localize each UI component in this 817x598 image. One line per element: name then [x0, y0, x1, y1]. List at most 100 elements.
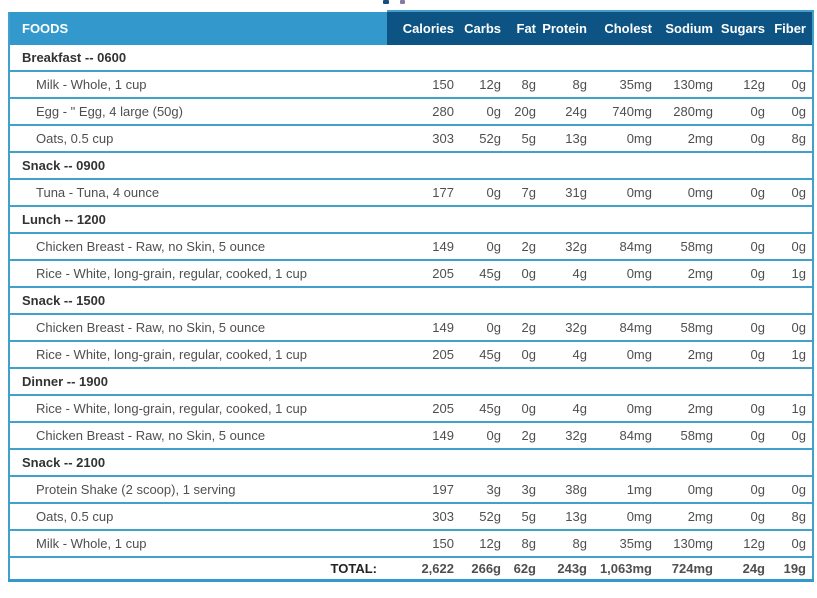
- meal-section-row: Lunch -- 1200: [9, 206, 813, 233]
- table-body: Breakfast -- 0600 Milk - Whole, 1 cup 15…: [9, 45, 813, 557]
- nutrient-value-cell: 0g: [750, 131, 765, 146]
- total-label: TOTAL:: [330, 561, 377, 576]
- nutrient-value-cell: 0g: [791, 239, 806, 254]
- nutrient-value-cell: 205: [432, 401, 454, 416]
- nutrient-value-cell: 1mg: [626, 482, 652, 497]
- nutrient-value-cell: 58mg: [680, 239, 713, 254]
- page-top-margin: [0, 0, 817, 10]
- nutrient-value-cell: 0mg: [626, 509, 652, 524]
- nutrient-value-cell: 2g: [521, 320, 536, 335]
- food-item-name: Protein Shake (2 scoop), 1 serving: [36, 482, 236, 497]
- nutrient-value-cell: 45g: [479, 347, 501, 362]
- column-header-sodium: Sodium: [658, 10, 719, 45]
- nutrient-value-cell: 0g: [521, 401, 536, 416]
- meal-section-row: Dinner -- 1900: [9, 368, 813, 395]
- nutrient-value-cell: 2g: [521, 428, 536, 443]
- food-item-name: Tuna - Tuna, 4 ounce: [36, 185, 160, 200]
- food-item-name: Chicken Breast - Raw, no Skin, 5 ounce: [36, 428, 266, 443]
- nutrient-value-cell: 0g: [750, 320, 765, 335]
- nutrition-table: FOODS Calories Carbs Fat Protein Cholest…: [8, 10, 814, 582]
- nutrient-value-cell: 12g: [479, 77, 501, 92]
- nutrient-value-cell: 0mg: [626, 131, 652, 146]
- food-item-row: Rice - White, long-grain, regular, cooke…: [9, 260, 813, 287]
- nutrient-value-cell: 0mg: [626, 185, 652, 200]
- nutrient-value-cell: 2mg: [687, 509, 713, 524]
- nutrient-value-cell: 32g: [565, 239, 587, 254]
- column-header-carbs: Carbs: [460, 10, 507, 45]
- nutrient-value-cell: 1g: [791, 401, 806, 416]
- nutrient-value-cell: 0g: [750, 239, 765, 254]
- food-item-name: Rice - White, long-grain, regular, cooke…: [36, 347, 307, 362]
- nutrient-value-cell: 8g: [521, 77, 536, 92]
- clipped-text-fragment: [383, 0, 389, 4]
- meal-section-row: Snack -- 1500: [9, 287, 813, 314]
- nutrient-value-cell: 7g: [521, 185, 536, 200]
- nutrient-value-cell: 0g: [521, 347, 536, 362]
- nutrient-value-cell: 8g: [521, 536, 536, 551]
- column-header-foods: FOODS: [9, 10, 387, 45]
- nutrient-value-cell: 45g: [479, 401, 501, 416]
- nutrient-value-cell: 149: [432, 428, 454, 443]
- nutrient-value-cell: 4g: [572, 266, 587, 281]
- nutrient-value-cell: 35mg: [619, 77, 652, 92]
- nutrient-value-cell: 32g: [565, 428, 587, 443]
- nutrient-value-cell: 1g: [791, 347, 806, 362]
- nutrient-value-cell: 2mg: [687, 266, 713, 281]
- nutrient-value-cell: 5g: [521, 131, 536, 146]
- food-item-row: Chicken Breast - Raw, no Skin, 5 ounce 1…: [9, 422, 813, 449]
- nutrient-value-cell: 0g: [750, 401, 765, 416]
- food-item-name: Egg - " Egg, 4 large (50g): [36, 104, 183, 119]
- nutrient-value-cell: 0mg: [626, 401, 652, 416]
- meal-section-label: Snack -- 2100: [22, 455, 106, 470]
- nutrient-value-cell: 0g: [791, 482, 806, 497]
- nutrient-value-cell: 280mg: [673, 104, 713, 119]
- nutrient-value-cell: 303: [432, 131, 454, 146]
- header-row: FOODS Calories Carbs Fat Protein Cholest…: [9, 10, 813, 45]
- nutrient-value-cell: 150: [432, 536, 454, 551]
- column-header-cholest: Cholest: [593, 10, 658, 45]
- food-item-row: Chicken Breast - Raw, no Skin, 5 ounce 1…: [9, 233, 813, 260]
- column-header-fiber: Fiber: [771, 10, 813, 45]
- nutrient-value-cell: 8g: [791, 131, 806, 146]
- nutrient-value-cell: 13g: [565, 131, 587, 146]
- nutrient-value-cell: 58mg: [680, 428, 713, 443]
- meal-section-label: Breakfast -- 0600: [22, 50, 127, 65]
- nutrient-value-cell: 8g: [791, 509, 806, 524]
- nutrient-value-cell: 0g: [750, 482, 765, 497]
- nutrient-value-cell: 149: [432, 239, 454, 254]
- nutrient-value-cell: 12g: [743, 77, 765, 92]
- nutrient-value-cell: 45g: [479, 266, 501, 281]
- nutrient-value-cell: 84mg: [619, 320, 652, 335]
- column-header-calories: Calories: [387, 10, 460, 45]
- table-footer: TOTAL: 2,622 266g 62g 243g 1,063mg 724mg 24g 19…: [9, 557, 813, 581]
- nutrient-value-cell: 0g: [791, 320, 806, 335]
- nutrient-value-cell: 8g: [572, 77, 587, 92]
- nutrient-value-cell: 84mg: [619, 428, 652, 443]
- nutrient-value-cell: 197: [432, 482, 454, 497]
- nutrient-value-cell: 52g: [479, 509, 501, 524]
- nutrient-value-cell: 0g: [791, 185, 806, 200]
- column-header-protein: Protein: [542, 10, 593, 45]
- total-value-cell: 19g: [783, 561, 806, 576]
- nutrient-value-cell: 4g: [572, 347, 587, 362]
- food-item-name: Rice - White, long-grain, regular, cooke…: [36, 266, 307, 281]
- nutrient-value-cell: 205: [432, 347, 454, 362]
- nutrient-value-cell: 130mg: [673, 77, 713, 92]
- nutrient-value-cell: 2mg: [687, 347, 713, 362]
- nutrient-value-cell: 0g: [486, 428, 501, 443]
- meal-section-label: Snack -- 1500: [22, 293, 106, 308]
- nutrient-value-cell: 12g: [743, 536, 765, 551]
- nutrient-value-cell: 2g: [521, 239, 536, 254]
- total-value-cell: 1,063mg: [599, 561, 652, 576]
- clipped-text-fragment: [400, 0, 405, 4]
- nutrient-value-cell: 2mg: [687, 131, 713, 146]
- column-header-sugars: Sugars: [719, 10, 771, 45]
- nutrient-value-cell: 0mg: [687, 185, 713, 200]
- nutrient-value-cell: 0g: [791, 77, 806, 92]
- meal-section-label: Lunch -- 1200: [22, 212, 106, 227]
- nutrient-value-cell: 149: [432, 320, 454, 335]
- nutrient-value-cell: 177: [432, 185, 454, 200]
- food-item-row: Rice - White, long-grain, regular, cooke…: [9, 395, 813, 422]
- food-item-name: Chicken Breast - Raw, no Skin, 5 ounce: [36, 239, 266, 254]
- nutrient-value-cell: 0g: [486, 239, 501, 254]
